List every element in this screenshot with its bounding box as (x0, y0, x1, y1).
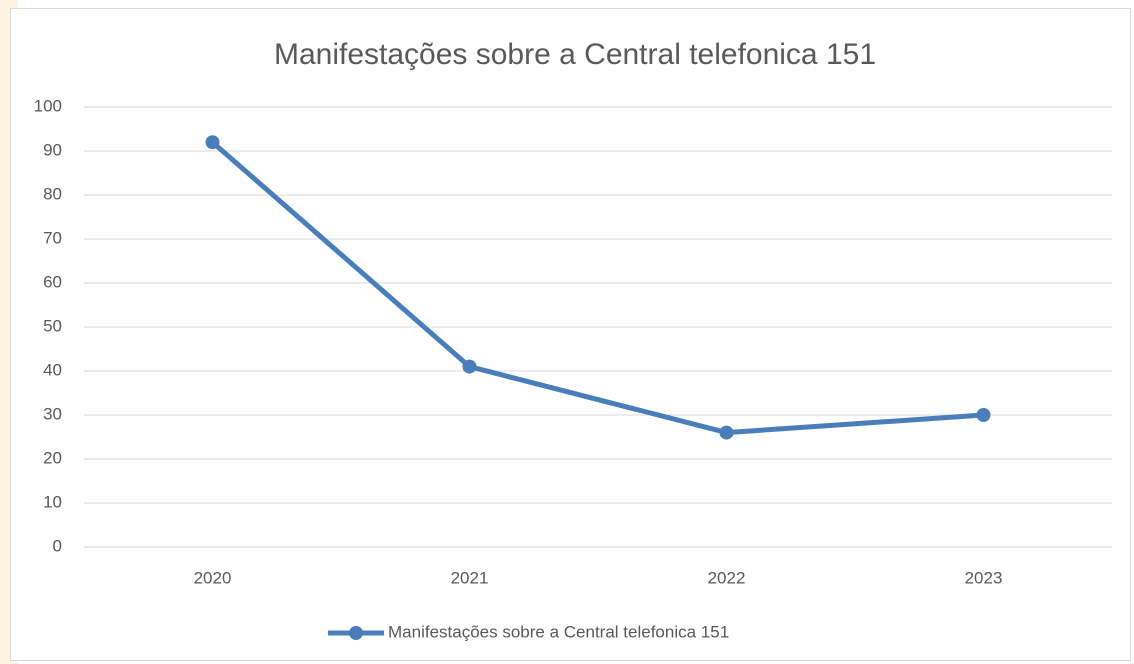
y-tick-label: 50 (43, 316, 62, 335)
y-tick-label: 20 (43, 448, 62, 467)
x-tick-label: 2020 (194, 568, 232, 587)
chart-frame (10, 8, 1131, 661)
data-point (462, 359, 477, 374)
y-tick-label: 80 (43, 184, 62, 203)
series-line (210, 139, 986, 436)
x-tick-label: 2023 (965, 568, 1003, 587)
chart-title: Manifestações sobre a Central telefonica… (274, 38, 876, 71)
y-tick-label: 70 (43, 228, 62, 247)
x-tick-label: 2022 (708, 568, 746, 587)
x-tick-label: 2021 (451, 568, 489, 587)
data-point (719, 425, 734, 440)
y-tick-label: 90 (43, 140, 62, 159)
legend-marker (349, 626, 363, 640)
y-tick-label: 10 (43, 492, 62, 511)
y-tick-label: 60 (43, 272, 62, 291)
data-point (976, 408, 991, 422)
data-point (205, 135, 220, 150)
y-tick-label: 30 (43, 404, 62, 423)
y-tick-label: 100 (34, 96, 62, 115)
y-tick-label: 0 (53, 536, 62, 555)
y-tick-label: 40 (43, 360, 62, 379)
legend-label: Manifestações sobre a Central telefonica… (388, 622, 729, 641)
